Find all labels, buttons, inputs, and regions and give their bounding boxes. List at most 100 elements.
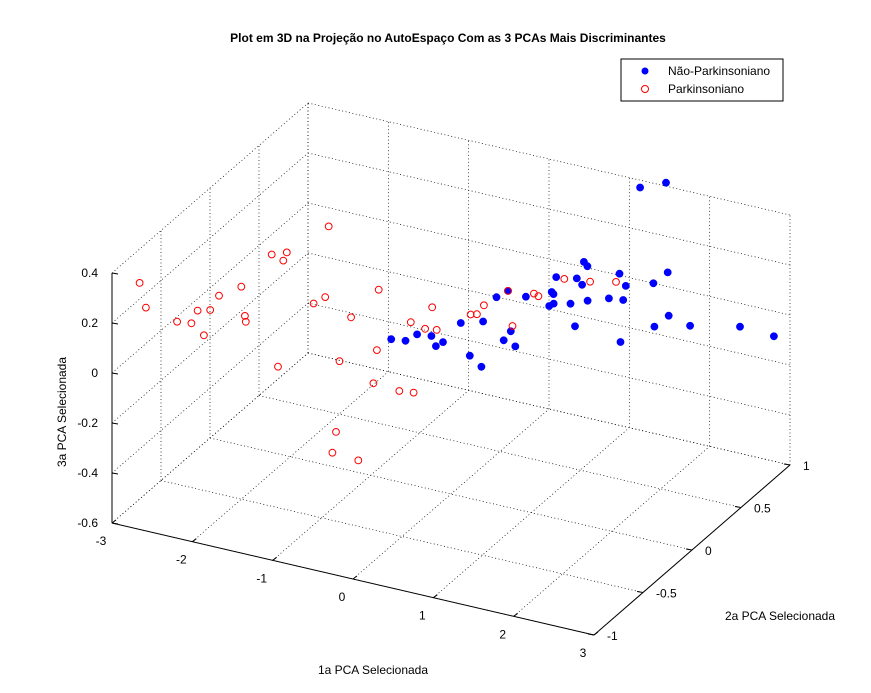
point-nao-parkinsoniano bbox=[401, 336, 410, 345]
z-tick-mark bbox=[111, 322, 119, 325]
point-nao-parkinsoniano bbox=[578, 280, 586, 289]
x-tick-mark bbox=[352, 575, 358, 580]
point-parkinsoniano bbox=[432, 326, 441, 334]
x-tick-label: 3 bbox=[580, 646, 587, 660]
z-tick-mark bbox=[111, 472, 119, 475]
grid-line-floor-x bbox=[192, 371, 389, 542]
x-tick-label: -1 bbox=[256, 571, 267, 585]
z-tick-label: -0.2 bbox=[77, 416, 98, 430]
z-tick-label: 0.4 bbox=[81, 266, 98, 280]
grid-line-floor-y bbox=[160, 480, 644, 593]
point-nao-parkinsoniano bbox=[583, 296, 592, 305]
point-nao-parkinsoniano bbox=[427, 332, 436, 340]
point-nao-parkinsoniano bbox=[439, 338, 447, 347]
point-nao-parkinsoniano bbox=[580, 258, 588, 266]
point-nao-parkinsoniano bbox=[636, 183, 644, 192]
point-parkinsoniano bbox=[241, 317, 250, 326]
point-nao-parkinsoniano bbox=[552, 273, 561, 282]
point-nao-parkinsoniano bbox=[465, 351, 474, 360]
point-parkinsoniano bbox=[480, 301, 488, 310]
legend-marker-nao-parkinsoniano bbox=[641, 67, 649, 75]
y-tick-label: -0.5 bbox=[656, 587, 677, 601]
x-tick-mark bbox=[433, 594, 438, 599]
y-tick-mark bbox=[783, 463, 791, 466]
z-tick-label: -0.4 bbox=[77, 466, 98, 480]
x-tick-mark bbox=[593, 631, 599, 636]
point-nao-parkinsoniano bbox=[770, 332, 778, 341]
axes-frame bbox=[111, 272, 791, 636]
point-parkinsoniano bbox=[473, 310, 481, 319]
point-nao-parkinsoniano bbox=[492, 293, 501, 302]
point-nao-parkinsoniano bbox=[616, 338, 625, 346]
grid-line-left-z bbox=[111, 202, 309, 374]
point-parkinsoniano bbox=[504, 287, 512, 295]
z-tick-mark bbox=[111, 522, 119, 525]
point-parkinsoniano bbox=[135, 279, 144, 287]
point-parkinsoniano bbox=[354, 456, 363, 465]
y-tick-label: 1 bbox=[803, 459, 810, 473]
point-parkinsoniano bbox=[187, 319, 196, 328]
x-tick-mark bbox=[192, 538, 197, 543]
point-parkinsoniano bbox=[374, 285, 383, 294]
z-tick-mark bbox=[111, 422, 119, 425]
x-tick-label: 0 bbox=[339, 590, 346, 604]
x-axis-label: 1a PCA Selecionada bbox=[318, 663, 428, 677]
grid-line-left-z bbox=[111, 352, 309, 524]
y-tick-mark bbox=[685, 548, 693, 551]
z-tick-mark bbox=[111, 372, 119, 375]
legend-marker-parkinsoniano bbox=[641, 85, 649, 93]
point-nao-parkinsoniano bbox=[571, 322, 579, 331]
x-tick-label: -2 bbox=[176, 553, 187, 567]
point-nao-parkinsoniano bbox=[413, 330, 422, 339]
point-nao-parkinsoniano bbox=[686, 321, 694, 330]
point-parkinsoniano bbox=[200, 331, 208, 340]
point-parkinsoniano bbox=[395, 387, 404, 395]
point-nao-parkinsoniano bbox=[605, 294, 613, 303]
x-tick-label: 1 bbox=[419, 609, 426, 623]
z-tick-mark bbox=[111, 272, 119, 275]
legend-label-nao-parkinsoniano: Não-Parkinsoniano bbox=[668, 64, 770, 78]
point-parkinsoniano bbox=[369, 379, 378, 388]
y-axis-label: 2a PCA Selecionada bbox=[725, 609, 835, 623]
point-parkinsoniano bbox=[215, 291, 223, 300]
y-tick-mark bbox=[734, 506, 742, 508]
grid-line-floor-x bbox=[513, 446, 710, 617]
tick-labels: -3 -2 -1 0 1 2 3 -1 -0.5 0 0.5 1 -0.6 -0.4 -0.2 0 0.2 0.4 bbox=[77, 266, 810, 660]
point-parkinsoniano bbox=[237, 282, 246, 291]
point-nao-parkinsoniano bbox=[479, 317, 488, 326]
point-nao-parkinsoniano bbox=[615, 269, 624, 278]
point-parkinsoniano bbox=[421, 324, 430, 333]
x-tick-label: -3 bbox=[96, 534, 107, 548]
point-parkinsoniano bbox=[409, 388, 418, 397]
grid-line-left-z bbox=[111, 252, 309, 424]
point-parkinsoniano bbox=[267, 250, 276, 259]
point-nao-parkinsoniano bbox=[662, 178, 670, 187]
z-tick-label: -0.6 bbox=[77, 516, 98, 530]
point-parkinsoniano bbox=[332, 428, 340, 436]
point-parkinsoniano bbox=[530, 289, 538, 298]
point-nao-parkinsoniano bbox=[663, 268, 672, 277]
point-nao-parkinsoniano bbox=[547, 288, 556, 296]
point-nao-parkinsoniano bbox=[650, 322, 659, 331]
point-nao-parkinsoniano bbox=[432, 342, 440, 351]
point-nao-parkinsoniano bbox=[572, 274, 581, 283]
point-parkinsoniano bbox=[586, 277, 594, 286]
x-tick-label: 2 bbox=[499, 627, 506, 641]
grid-line-left-z bbox=[111, 302, 309, 474]
point-nao-parkinsoniano bbox=[456, 319, 465, 327]
point-parkinsoniano bbox=[206, 306, 215, 314]
point-parkinsoniano bbox=[347, 313, 356, 322]
grid-lines bbox=[111, 102, 791, 636]
x-tick-mark bbox=[111, 519, 117, 524]
z-axis-label: 3a PCA Selecionada bbox=[55, 357, 69, 467]
x-tick-mark bbox=[272, 556, 277, 561]
point-nao-parkinsoniano bbox=[736, 322, 744, 331]
point-parkinsoniano bbox=[324, 222, 333, 231]
point-nao-parkinsoniano bbox=[619, 296, 628, 304]
point-nao-parkinsoniano bbox=[477, 362, 486, 371]
point-parkinsoniano bbox=[309, 299, 318, 308]
grid-line-left-z bbox=[111, 102, 309, 274]
point-parkinsoniano bbox=[279, 256, 288, 265]
grid-line-floor-x bbox=[352, 408, 550, 580]
